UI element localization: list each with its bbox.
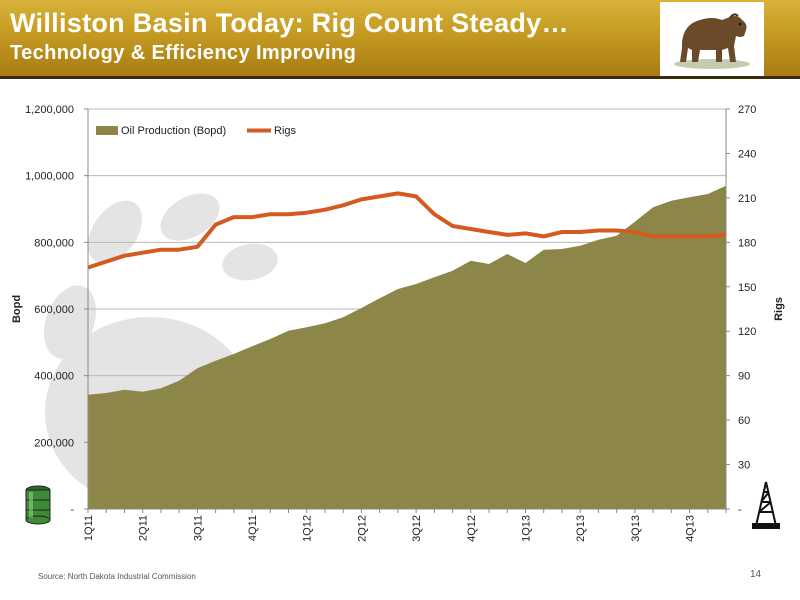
y2-axis-label: Rigs — [773, 297, 785, 321]
legend-label-rigs: Rigs — [274, 125, 297, 137]
x-tick-label: 3Q13 — [630, 515, 642, 542]
x-tick-label: 2Q12 — [356, 515, 368, 542]
y-axis-label: Bopd — [11, 295, 23, 323]
y2-tick-label: 180 — [738, 237, 756, 249]
bear-icon — [674, 13, 750, 69]
x-tick-label: 4Q11 — [247, 515, 259, 541]
x-tick-label: 3Q12 — [411, 515, 423, 542]
y2-tick-label: 120 — [738, 326, 756, 338]
x-tick-label: 1Q12 — [302, 515, 314, 542]
x-tick-label: 4Q12 — [466, 515, 478, 542]
axes: - 200,000 400,000 600,000 800,000 1,000,000 1,… — [25, 104, 756, 542]
y2-tick-label: 210 — [738, 193, 756, 205]
y2-tick-label: 60 — [738, 415, 750, 427]
plot-area — [87, 185, 727, 509]
legend-label-oil: Oil Production (Bopd) — [121, 125, 226, 137]
header-divider — [0, 76, 800, 79]
x-tick-label: 1Q13 — [520, 515, 532, 542]
y-tick-label: 1,200,000 — [25, 104, 74, 116]
slide-title: Williston Basin Today: Rig Count Steady… — [10, 8, 569, 38]
x-tick-label: 2Q13 — [575, 515, 587, 542]
oil-production-area — [88, 185, 726, 509]
source-note: Source: North Dakota Industrial Commissi… — [38, 572, 196, 581]
bear-logo — [660, 2, 764, 76]
oil-barrel-icon — [25, 485, 51, 525]
y-tick-label: 200,000 — [34, 437, 74, 449]
y-tick-label: 800,000 — [34, 237, 74, 249]
y-tick-label: - — [70, 504, 74, 516]
x-tick-label: 1Q11 — [83, 515, 95, 541]
y2-tick-label: 270 — [738, 104, 756, 116]
x-tick-label: 4Q13 — [685, 515, 697, 542]
y2-tick-label: - — [738, 504, 742, 516]
slide-subtitle: Technology & Efficiency Improving — [10, 42, 357, 64]
chart: - 200,000 400,000 600,000 800,000 1,000,000 1,… — [11, 104, 785, 542]
x-tick-label: 3Q11 — [192, 515, 204, 541]
paw-pad-0 — [88, 200, 142, 264]
page-number: 14 — [750, 569, 762, 580]
rigs-line — [87, 191, 727, 270]
y2-tick-label: 240 — [738, 148, 756, 160]
y2-tick-label: 90 — [738, 371, 750, 383]
y-tick-label: 400,000 — [34, 371, 74, 383]
y-tick-label: 1,000,000 — [25, 171, 74, 183]
y2-tick-label: 30 — [738, 460, 750, 472]
legend-swatch-oil — [96, 126, 118, 135]
paw-pad-3 — [222, 243, 278, 281]
y-tick-label: 600,000 — [34, 304, 74, 316]
paw-pad-2 — [160, 193, 220, 241]
y2-tick-label: 150 — [738, 282, 756, 294]
slide-header: Williston Basin Today: Rig Count Steady…… — [0, 0, 800, 76]
x-tick-label: 2Q11 — [138, 515, 150, 541]
oil-rig-icon — [752, 481, 780, 529]
legend: Oil Production (Bopd) Rigs — [96, 125, 297, 137]
